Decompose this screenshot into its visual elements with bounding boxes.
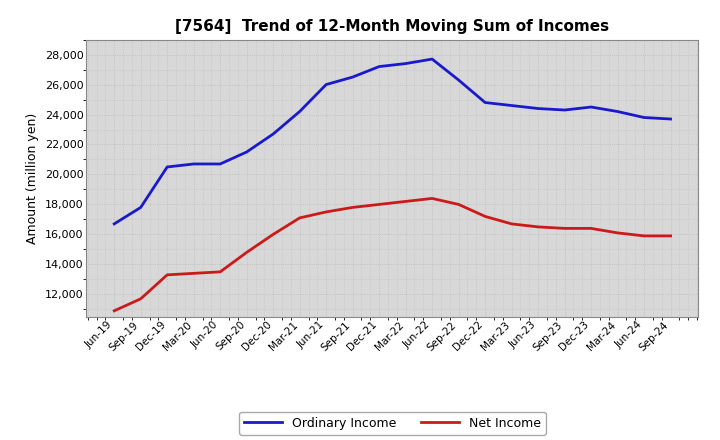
Net Income [110, 308, 119, 313]
Net Income [163, 272, 171, 278]
Line: Net Income: Net Income [114, 198, 670, 311]
Title: [7564]  Trend of 12-Month Moving Sum of Incomes: [7564] Trend of 12-Month Moving Sum of I… [176, 19, 609, 34]
Ordinary Income [587, 104, 595, 110]
Net Income [640, 233, 649, 238]
Legend: Ordinary Income, Net Income: Ordinary Income, Net Income [239, 412, 546, 435]
Net Income [375, 202, 384, 207]
Ordinary Income [295, 109, 304, 114]
Net Income [295, 215, 304, 220]
Net Income [348, 205, 357, 210]
Ordinary Income [534, 106, 542, 111]
Net Income [428, 196, 436, 201]
Net Income [322, 209, 330, 215]
Ordinary Income [428, 56, 436, 62]
Ordinary Income [560, 107, 569, 113]
Net Income [587, 226, 595, 231]
Y-axis label: Amount (million yen): Amount (million yen) [27, 113, 40, 244]
Ordinary Income [454, 77, 463, 83]
Ordinary Income [163, 164, 171, 169]
Net Income [216, 269, 225, 275]
Ordinary Income [322, 82, 330, 87]
Ordinary Income [189, 161, 198, 167]
Net Income [560, 226, 569, 231]
Ordinary Income [481, 100, 490, 105]
Ordinary Income [110, 221, 119, 227]
Ordinary Income [243, 149, 251, 154]
Net Income [243, 250, 251, 255]
Ordinary Income [613, 109, 622, 114]
Ordinary Income [508, 103, 516, 108]
Ordinary Income [348, 74, 357, 80]
Ordinary Income [216, 161, 225, 167]
Net Income [613, 230, 622, 235]
Net Income [454, 202, 463, 207]
Ordinary Income [640, 115, 649, 120]
Ordinary Income [401, 61, 410, 66]
Net Income [666, 233, 675, 238]
Net Income [534, 224, 542, 230]
Net Income [508, 221, 516, 227]
Net Income [401, 199, 410, 204]
Net Income [189, 271, 198, 276]
Net Income [481, 214, 490, 219]
Net Income [269, 232, 277, 237]
Ordinary Income [375, 64, 384, 69]
Ordinary Income [136, 205, 145, 210]
Line: Ordinary Income: Ordinary Income [114, 59, 670, 224]
Ordinary Income [666, 116, 675, 121]
Ordinary Income [269, 132, 277, 137]
Net Income [136, 296, 145, 301]
